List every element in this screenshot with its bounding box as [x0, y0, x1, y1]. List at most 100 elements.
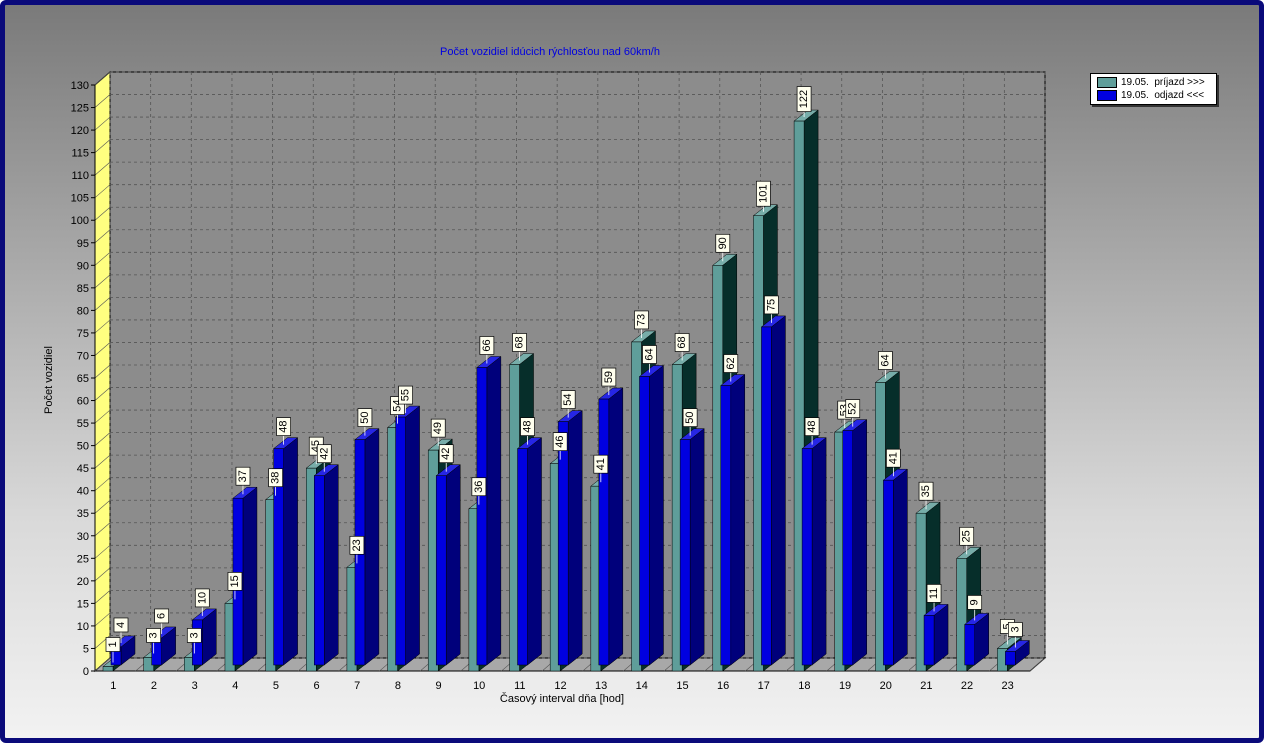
data-label-box: [430, 418, 446, 438]
y-tick-label: 60: [77, 396, 89, 408]
bar-front: [517, 448, 528, 666]
data-label-box: [918, 481, 934, 501]
data-label: 68: [676, 336, 688, 348]
y-tick-label: 5: [83, 643, 89, 655]
bar-side: [364, 428, 380, 666]
bar-side: [486, 355, 502, 666]
data-label-box: [398, 385, 413, 405]
bar-front: [679, 439, 691, 666]
x-tick-label: 2: [151, 680, 157, 692]
data-label-box: [471, 477, 487, 497]
y-tick-label: 75: [77, 328, 89, 340]
data-label: 122: [798, 90, 810, 108]
bar-front: [273, 448, 284, 666]
bar-front: [793, 120, 805, 672]
y-tick-label: 80: [77, 305, 89, 317]
data-label-box: [967, 595, 983, 610]
data-label-box: [845, 399, 861, 418]
x-axis-title: Časový interval dňa [hod]: [500, 692, 624, 705]
x-tick-label: 22: [961, 680, 973, 692]
bar-departure: [1004, 639, 1031, 666]
bar-front: [964, 624, 975, 666]
y-tick-label: 65: [77, 373, 89, 385]
bar-side: [283, 437, 298, 666]
data-label-box: [520, 417, 535, 436]
data-label: 6: [156, 613, 168, 619]
data-label: 90: [717, 237, 729, 249]
y-tick-label: 120: [71, 125, 89, 137]
x-tick-label: 5: [273, 680, 279, 692]
bar-departure: [598, 387, 624, 666]
gridline-side: [94, 297, 111, 311]
bar-departure: [557, 410, 583, 666]
legend-swatch-departure: [1097, 90, 1117, 101]
data-label-box: [438, 444, 454, 464]
data-label: 42: [318, 448, 330, 460]
y-tick-label: 15: [77, 598, 89, 610]
gridline-side: [94, 319, 111, 334]
legend-swatch-arrival: [1097, 77, 1117, 88]
gridline-side: [94, 229, 111, 243]
data-label: 3: [148, 632, 160, 638]
data-label: 68: [514, 336, 526, 348]
data-label-box: [186, 628, 202, 643]
bar-front: [842, 430, 853, 666]
data-label: 42: [440, 448, 452, 460]
data-label-box: [349, 535, 365, 555]
data-label: 38: [270, 472, 282, 484]
bar-front: [314, 475, 325, 666]
data-label: 52: [847, 402, 859, 414]
data-label-box: [601, 367, 617, 387]
gridline-side: [94, 364, 111, 379]
bar-departure: [760, 315, 787, 666]
data-label-box: [715, 233, 731, 253]
gridline-side: [94, 342, 111, 356]
data-label-box: [642, 345, 657, 364]
bar-departure: [923, 603, 949, 666]
x-tick-label: 14: [636, 680, 648, 692]
data-label: 73: [635, 314, 647, 326]
x-tick-label: 18: [798, 680, 810, 692]
x-tick-label: 17: [758, 680, 770, 692]
data-label: 48: [806, 421, 818, 433]
bar-departure: [638, 364, 665, 666]
bar-side: [852, 419, 867, 666]
bar-front: [923, 615, 935, 666]
data-label: 55: [400, 389, 412, 401]
gridline-side: [94, 567, 111, 582]
gridline-side: [94, 387, 111, 401]
data-label-box: [674, 333, 690, 352]
legend-item-departure: 19.05. odjazd <<<: [1097, 89, 1204, 102]
gridline-side: [94, 500, 111, 514]
x-tick-label: 13: [595, 680, 607, 692]
y-tick-label: 45: [77, 463, 89, 475]
y-tick-label: 125: [71, 103, 89, 115]
data-label: 36: [473, 481, 485, 493]
data-label: 1: [107, 641, 119, 647]
y-tick-label: 50: [77, 441, 89, 453]
data-label-box: [268, 468, 283, 488]
data-label-box: [194, 588, 210, 608]
bar-side: [324, 464, 339, 666]
bar-front: [801, 448, 813, 666]
y-tick-label: 90: [77, 260, 89, 272]
y-tick-label: 115: [71, 148, 89, 160]
data-label-box: [552, 432, 568, 451]
bar-departure: [963, 612, 990, 666]
data-label-box: [357, 408, 373, 427]
bar-front: [956, 558, 967, 672]
y-tick-label: 0: [83, 666, 89, 678]
bar-departure: [394, 405, 421, 666]
bar-side: [811, 437, 827, 666]
data-label-box: [756, 180, 771, 207]
y-tick-label: 10: [77, 621, 89, 633]
data-label-box: [154, 608, 170, 624]
bar-front: [476, 367, 488, 666]
x-tick-label: 7: [354, 680, 360, 692]
y-tick-label: 105: [71, 193, 89, 205]
data-label-box: [926, 584, 942, 603]
bar-front: [1005, 651, 1016, 666]
data-label-box: [1007, 622, 1023, 637]
y-tick-label: 130: [71, 80, 89, 92]
